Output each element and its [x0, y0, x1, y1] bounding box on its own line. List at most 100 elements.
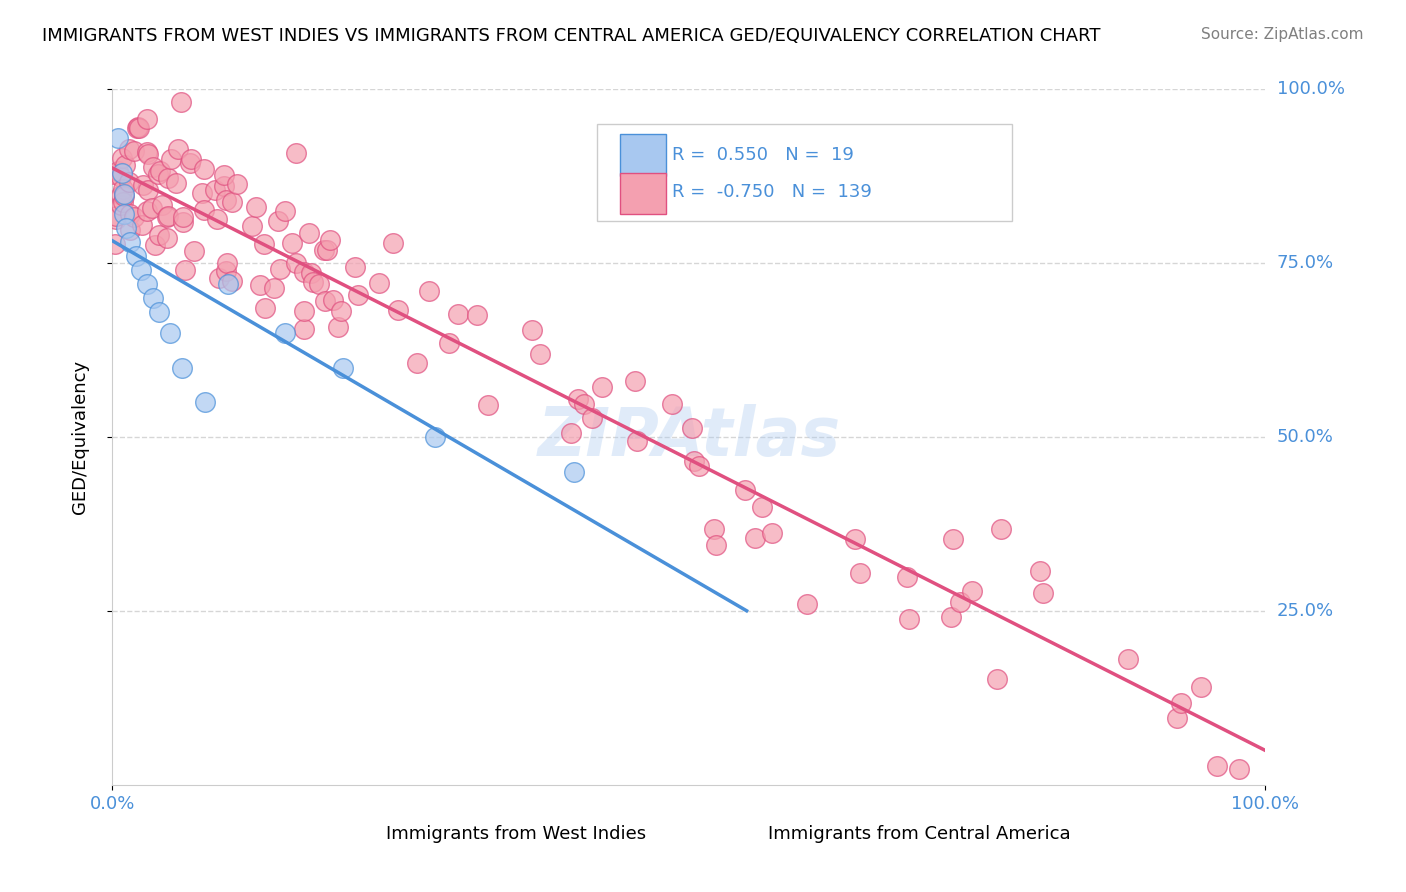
Text: R =  -0.750   N =  139: R = -0.750 N = 139 [672, 183, 872, 202]
Point [285, 145, 308, 160]
Point [212, 168, 235, 182]
Point [135, 203, 157, 218]
Point [136, 183, 159, 197]
Point [960, 583, 983, 598]
Point [118, 222, 141, 236]
Point [141, 201, 163, 215]
Point [205, 212, 228, 227]
Point [128, 121, 150, 136]
Point [170, 360, 193, 375]
Point [180, 152, 202, 166]
Point [183, 244, 205, 258]
Point [172, 211, 194, 225]
Point [127, 120, 149, 134]
Point [796, 597, 818, 611]
Point [111, 166, 134, 180]
Point [477, 398, 499, 412]
Point [761, 526, 783, 541]
Point [572, 397, 595, 411]
Point [110, 187, 132, 202]
Point [127, 120, 149, 135]
Point [269, 261, 291, 276]
Point [111, 182, 134, 196]
Point [292, 322, 315, 336]
Text: 25.0%: 25.0% [1277, 602, 1334, 620]
Point [146, 167, 169, 181]
Point [204, 183, 226, 197]
Point [172, 215, 194, 229]
Text: 50.0%: 50.0% [1277, 428, 1333, 446]
Point [217, 277, 239, 291]
Point [136, 112, 159, 127]
Text: ZIPAtlas: ZIPAtlas [537, 404, 841, 470]
Point [263, 280, 285, 294]
Point [193, 203, 215, 218]
Point [942, 532, 965, 546]
FancyBboxPatch shape [596, 124, 1012, 221]
Point [136, 145, 159, 159]
Point [329, 304, 352, 318]
Point [112, 189, 135, 203]
Point [1029, 565, 1052, 579]
Point [1189, 681, 1212, 695]
Point [626, 434, 648, 449]
Point [160, 152, 183, 166]
Point [367, 276, 389, 290]
Point [681, 421, 703, 435]
Point [567, 392, 589, 406]
Point [273, 203, 295, 218]
Point [1170, 696, 1192, 710]
Point [1118, 652, 1140, 666]
Point [848, 566, 870, 581]
Point [314, 293, 336, 308]
Point [165, 177, 187, 191]
FancyBboxPatch shape [340, 818, 391, 846]
Point [560, 425, 582, 440]
Point [245, 200, 267, 214]
Point [326, 320, 349, 334]
FancyBboxPatch shape [744, 818, 794, 846]
Point [152, 198, 174, 212]
Point [447, 306, 470, 320]
Point [522, 323, 544, 337]
Point [208, 271, 231, 285]
Point [110, 198, 132, 212]
Point [285, 256, 308, 270]
Point [249, 277, 271, 292]
Point [986, 673, 1008, 687]
Point [253, 301, 276, 315]
Point [105, 209, 128, 223]
Point [217, 256, 239, 270]
Point [332, 360, 354, 375]
Point [148, 305, 170, 319]
Point [1032, 586, 1054, 600]
Point [212, 179, 235, 194]
Point [118, 175, 141, 189]
Point [253, 237, 276, 252]
Point [107, 131, 129, 145]
Point [122, 145, 145, 159]
Point [898, 612, 921, 626]
Point [240, 219, 263, 234]
Point [118, 142, 141, 156]
Point [110, 170, 132, 185]
Point [215, 264, 238, 278]
Point [118, 235, 141, 250]
Point [124, 249, 146, 263]
Point [143, 238, 166, 252]
Point [221, 194, 243, 209]
Point [129, 263, 153, 277]
Point [949, 595, 972, 609]
Point [751, 500, 773, 515]
Point [562, 465, 585, 479]
Point [132, 178, 155, 192]
Point [529, 347, 551, 361]
Point [704, 538, 727, 552]
Point [142, 291, 165, 305]
Point [425, 430, 447, 444]
Point [343, 260, 366, 275]
Text: Source: ZipAtlas.com: Source: ZipAtlas.com [1201, 27, 1364, 42]
Point [318, 233, 340, 247]
Point [312, 243, 335, 257]
Point [131, 218, 153, 232]
